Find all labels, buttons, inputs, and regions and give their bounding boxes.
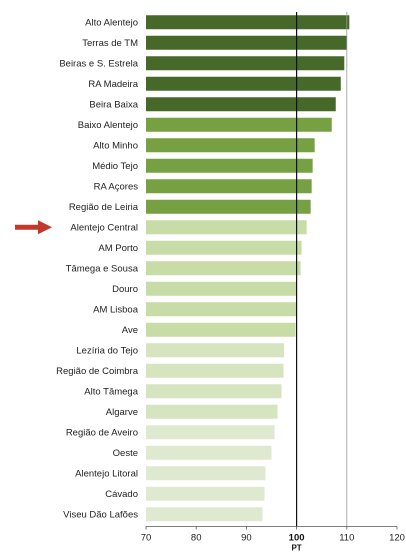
bar-9 <box>146 199 311 214</box>
bar-16 <box>146 343 285 358</box>
bar-13 <box>146 281 297 296</box>
category-label: Baixo Alentejo <box>78 120 138 131</box>
category-label: Alto Tâmega <box>84 387 138 398</box>
category-label: Viseu Dão Lafões <box>63 510 138 521</box>
category-label: AM Lisboa <box>93 305 139 316</box>
x-tick-label: 110 <box>339 533 354 544</box>
x-tick-label: 80 <box>191 533 202 544</box>
reference-label: PT <box>291 544 301 553</box>
bar-18 <box>146 384 282 399</box>
bar-24 <box>146 507 263 522</box>
category-label: AM Porto <box>98 243 138 254</box>
bar-15 <box>146 322 296 337</box>
category-label: RA Madeira <box>88 79 138 90</box>
category-label: Algarve <box>106 407 138 418</box>
category-label: Terras de TM <box>82 38 138 49</box>
grid-group <box>296 12 348 527</box>
category-label: Região de Aveiro <box>66 428 138 439</box>
highlight-arrow-shaft <box>15 224 39 230</box>
x-tick-label: 120 <box>389 533 405 544</box>
x-tick-label: 90 <box>241 533 252 544</box>
bars-group <box>146 15 350 522</box>
bar-3 <box>146 76 341 91</box>
category-label: Região de Coimbra <box>56 366 139 377</box>
category-label: Alentejo Litoral <box>75 469 138 480</box>
bar-0 <box>146 15 350 30</box>
bar-17 <box>146 363 284 378</box>
category-label: Alentejo Central <box>70 223 138 234</box>
bar-8 <box>146 179 312 194</box>
category-label: Beiras e S. Estrela <box>59 59 138 70</box>
bar-22 <box>146 466 266 481</box>
category-label: Tâmega e Sousa <box>66 264 139 275</box>
bar-6 <box>146 138 315 153</box>
bar-7 <box>146 158 313 173</box>
category-label: Região de Leiria <box>69 202 139 213</box>
bar-1 <box>146 35 347 50</box>
x-ticks-group: 70 80 90 100 110 120 PT <box>141 526 405 553</box>
category-label: Cávado <box>105 489 138 500</box>
bar-21 <box>146 445 272 460</box>
category-label: Ave <box>122 325 138 336</box>
category-labels-group: Alto Alentejo Terras de TM Beiras e S. Est… <box>56 18 139 521</box>
category-label: RA Açores <box>94 182 139 193</box>
category-label: Douro <box>112 284 138 295</box>
bar-14 <box>146 302 297 317</box>
category-label: Alto Minho <box>93 141 138 152</box>
bar-4 <box>146 97 336 112</box>
bar-23 <box>146 486 265 501</box>
category-label: Beira Baixa <box>89 100 138 111</box>
highlight-marker-group <box>15 220 52 235</box>
bar-20 <box>146 425 275 440</box>
highlight-arrow-icon <box>38 220 52 235</box>
bar-2 <box>146 56 345 71</box>
bar-5 <box>146 117 332 132</box>
x-tick-label: 70 <box>141 533 152 544</box>
bar-11 <box>146 240 302 255</box>
bar-10 <box>146 220 307 235</box>
bar-12 <box>146 261 301 276</box>
category-label: Lezíria do Tejo <box>76 346 138 357</box>
category-label: Alto Alentejo <box>85 18 138 29</box>
category-label: Oeste <box>113 448 138 459</box>
category-label: Médio Tejo <box>92 161 138 172</box>
bar-19 <box>146 404 278 419</box>
x-tick-label: 100 <box>289 533 305 544</box>
